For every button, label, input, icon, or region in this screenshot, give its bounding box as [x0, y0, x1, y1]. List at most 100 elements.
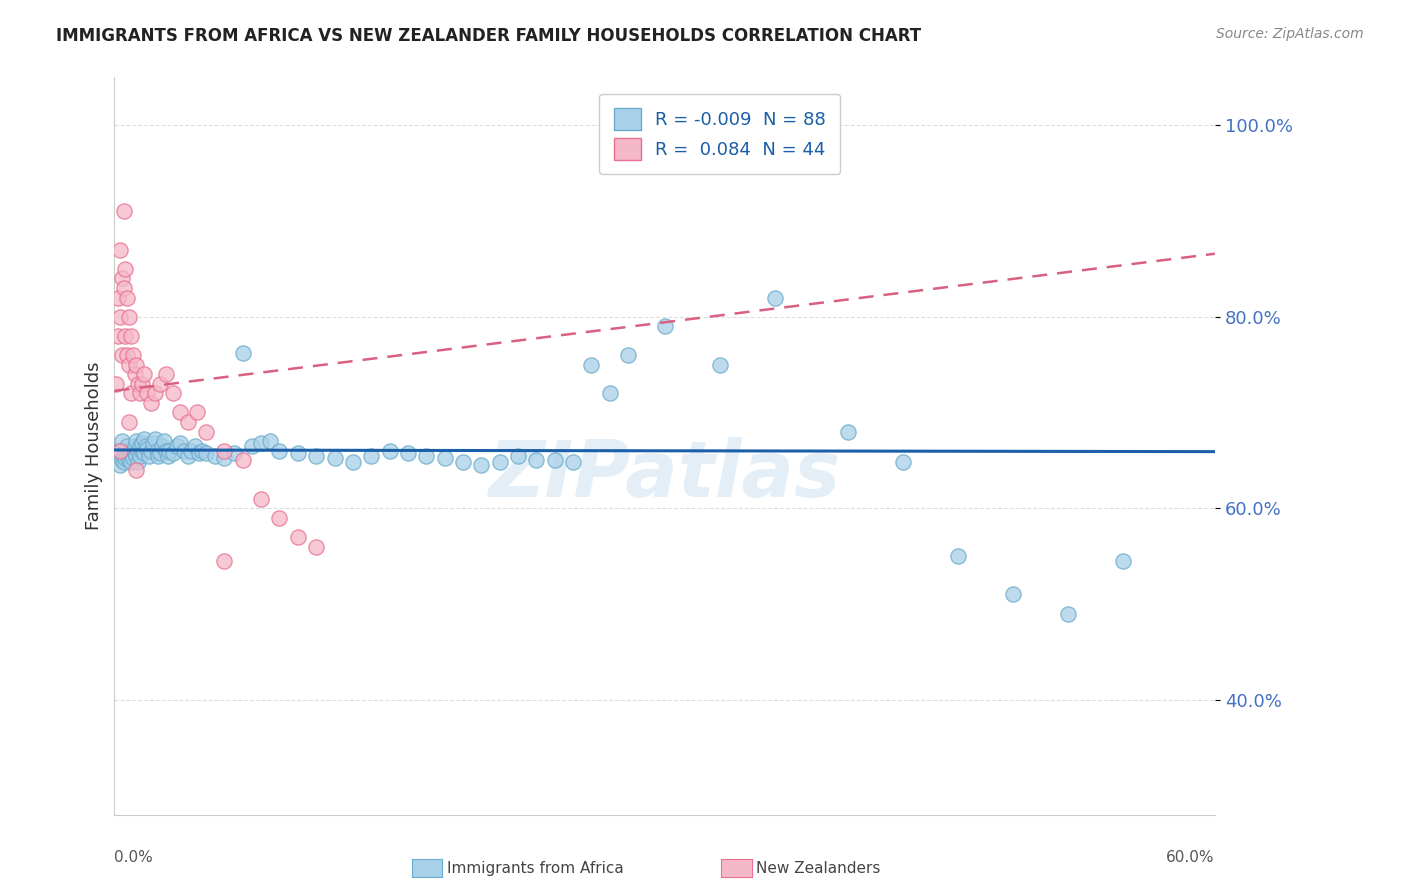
Point — [117, 439, 139, 453]
Point — [131, 443, 153, 458]
Point — [169, 405, 191, 419]
Point — [177, 415, 200, 429]
Point — [506, 449, 529, 463]
Point — [581, 358, 603, 372]
Point — [142, 436, 165, 450]
Point — [149, 446, 172, 460]
Point — [125, 358, 148, 372]
Point — [187, 446, 209, 460]
Point — [169, 436, 191, 450]
Point — [111, 434, 134, 449]
Point — [120, 449, 142, 463]
Point — [150, 439, 173, 453]
Point — [149, 376, 172, 391]
Point — [250, 491, 273, 506]
Point — [1112, 554, 1135, 568]
Point — [162, 386, 184, 401]
Point — [121, 443, 143, 458]
Point — [180, 443, 202, 458]
Point — [214, 554, 236, 568]
Point — [191, 443, 214, 458]
Point — [177, 449, 200, 463]
Point — [117, 449, 139, 463]
Point — [111, 453, 134, 467]
Point — [360, 449, 382, 463]
Text: IMMIGRANTS FROM AFRICA VS NEW ZEALANDER FAMILY HOUSEHOLDS CORRELATION CHART: IMMIGRANTS FROM AFRICA VS NEW ZEALANDER … — [56, 27, 921, 45]
Point — [155, 368, 177, 382]
Point — [524, 453, 547, 467]
Point — [117, 291, 139, 305]
Y-axis label: Family Households: Family Households — [86, 362, 103, 530]
Point — [127, 455, 149, 469]
Point — [131, 436, 153, 450]
Point — [305, 540, 328, 554]
Point — [166, 439, 188, 453]
Point — [143, 386, 166, 401]
Point — [148, 449, 170, 463]
Point — [112, 455, 135, 469]
Point — [105, 376, 128, 391]
Point — [118, 358, 141, 372]
Point — [112, 281, 135, 295]
Point — [120, 455, 142, 469]
Point — [124, 446, 146, 460]
Point — [214, 443, 236, 458]
Point — [114, 451, 136, 466]
Point — [173, 443, 195, 458]
Point — [121, 451, 143, 466]
Point — [132, 368, 155, 382]
Point — [599, 386, 621, 401]
Point — [129, 449, 152, 463]
Point — [139, 396, 162, 410]
Point — [378, 443, 401, 458]
Point — [112, 204, 135, 219]
Point — [111, 271, 134, 285]
Text: Source: ZipAtlas.com: Source: ZipAtlas.com — [1216, 27, 1364, 41]
Point — [763, 291, 786, 305]
Point — [120, 329, 142, 343]
Point — [184, 439, 207, 453]
Point — [222, 446, 245, 460]
Point — [654, 319, 676, 334]
Point — [1002, 587, 1025, 601]
Point — [269, 443, 291, 458]
Point — [155, 443, 177, 458]
Point — [488, 455, 510, 469]
Point — [107, 291, 129, 305]
Point — [156, 449, 179, 463]
Point — [108, 458, 131, 472]
Point — [259, 434, 281, 449]
Point — [287, 446, 309, 460]
Point — [114, 261, 136, 276]
Point — [204, 449, 226, 463]
Point — [543, 453, 565, 467]
Point — [131, 376, 153, 391]
Point — [451, 455, 474, 469]
Point — [433, 451, 456, 466]
Point — [135, 439, 157, 453]
Point — [138, 449, 160, 463]
Point — [195, 446, 218, 460]
Point — [186, 405, 208, 419]
Point — [342, 455, 364, 469]
Point — [561, 455, 583, 469]
Point — [125, 463, 148, 477]
Point — [145, 443, 167, 458]
Point — [136, 442, 159, 456]
Point — [269, 510, 291, 524]
Point — [396, 446, 419, 460]
Point — [125, 434, 148, 449]
Point — [891, 455, 914, 469]
Point — [415, 449, 437, 463]
Point — [153, 434, 176, 449]
Point — [124, 368, 146, 382]
Point — [946, 549, 969, 563]
Point — [114, 329, 136, 343]
Point — [107, 329, 129, 343]
Point — [305, 449, 328, 463]
Point — [837, 425, 859, 439]
Point — [129, 386, 152, 401]
Point — [114, 443, 136, 458]
Text: ZIPatlas: ZIPatlas — [488, 437, 841, 514]
Point — [617, 348, 640, 362]
